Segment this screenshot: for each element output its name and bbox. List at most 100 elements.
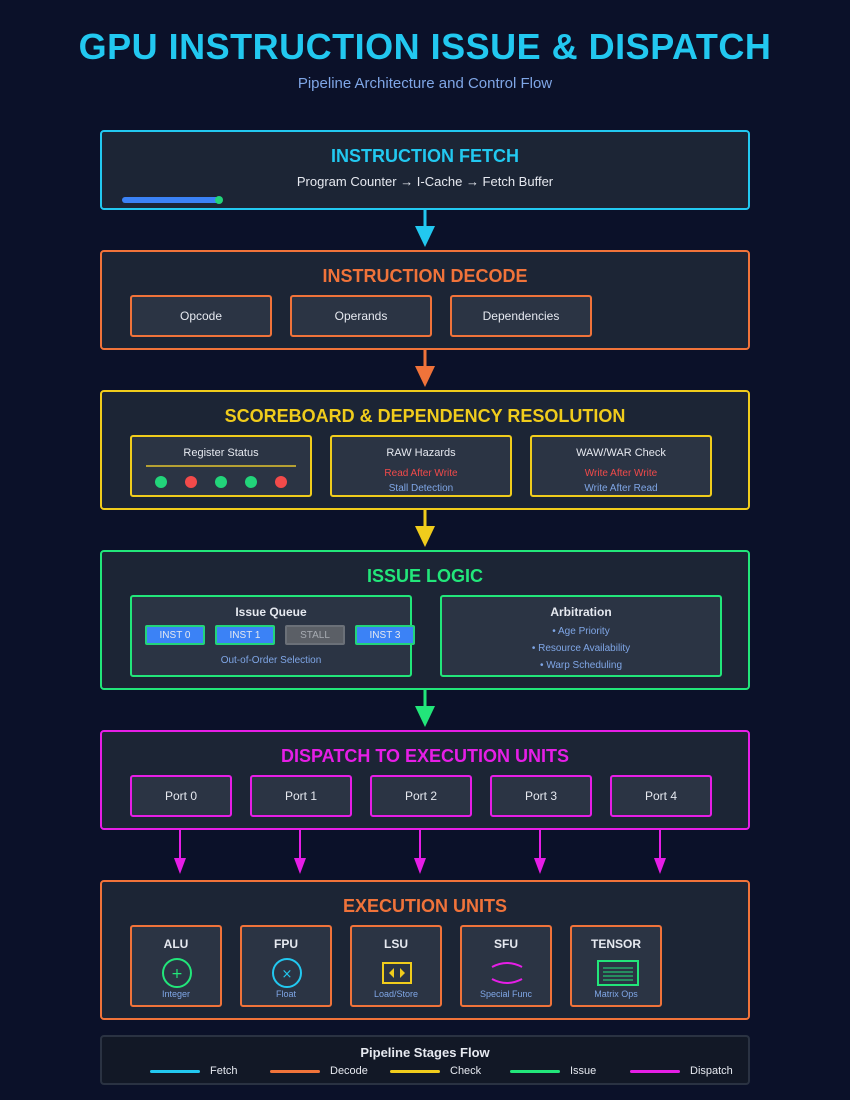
dispatch-stage: DISPATCH TO EXECUTION UNITS Port 0 Port …: [100, 730, 750, 830]
register-dot-3: [245, 476, 257, 488]
legend-swatch-decode: [270, 1069, 320, 1073]
svg-text:×: ×: [282, 967, 293, 982]
issue-queue-label: Issue Queue: [235, 605, 307, 619]
legend-label-dispatch: Dispatch: [690, 1065, 733, 1077]
issue-queue-caption: Out-of-Order Selection: [220, 655, 322, 666]
legend-swatch-issue: [510, 1069, 560, 1073]
eu-fpu-name: FPU: [274, 937, 298, 951]
arrow-port-3: [534, 830, 546, 874]
arrow-issue-dispatch: [415, 690, 435, 727]
decode-stage: INSTRUCTION DECODE Opcode Operands Depen…: [100, 250, 750, 350]
legend-item-check: Check: [390, 1065, 481, 1077]
dispatch-port-0: Port 0: [130, 775, 232, 817]
load-store-icon: [382, 962, 412, 984]
eu-lsu-name: LSU: [384, 937, 408, 951]
arrow-scoreboard-issue: [415, 510, 435, 547]
issue-chip-1: INST 1: [215, 625, 275, 645]
eu-fpu: FPU × Float: [240, 925, 332, 1007]
arrow-port-2: [414, 830, 426, 874]
raw-hazards-line1: Read After Write: [384, 468, 458, 479]
special-func-icon: [491, 962, 523, 984]
eu-lsu-label: Load/Store: [373, 989, 419, 999]
fetch-flow: Program Counter → I-Cache → Fetch Buffer: [296, 174, 554, 189]
decode-field-dependencies: Dependencies: [450, 295, 592, 337]
eu-alu-name: ALU: [163, 937, 189, 951]
legend-label-issue: Issue: [570, 1065, 597, 1077]
eu-sfu-name: SFU: [494, 937, 518, 951]
matrix-icon: [597, 960, 639, 986]
dispatch-title: DISPATCH TO EXECUTION UNITS: [280, 746, 570, 766]
arrow-port-1: [294, 830, 306, 874]
execution-title: EXECUTION UNITS: [342, 896, 507, 916]
legend-label-check: Check: [450, 1065, 482, 1077]
legend-item-fetch: Fetch: [150, 1065, 238, 1077]
eu-alu: ALU + Integer: [130, 925, 222, 1007]
register-dot-2: [215, 476, 227, 488]
page-subtitle: Pipeline Architecture and Control Flow: [297, 75, 553, 92]
register-status-box: Register Status: [130, 435, 312, 497]
svg-text:+: +: [171, 966, 183, 982]
issue-title: ISSUE LOGIC: [366, 566, 483, 586]
arrow-fetch-decode: [415, 210, 435, 247]
register-status-divider: [146, 465, 296, 467]
fetch-title: INSTRUCTION FETCH: [331, 146, 519, 166]
eu-alu-label: Integer: [161, 989, 191, 999]
issue-chip-3: INST 3: [355, 625, 415, 645]
legend-title: Pipeline Stages Flow: [360, 1045, 490, 1060]
waw-war-box: WAW/WAR Check Write After Write Write Af…: [530, 435, 712, 497]
fetch-stage: INSTRUCTION FETCH Program Counter → I-Ca…: [100, 130, 750, 210]
eu-tensor: TENSOR Matrix Ops: [570, 925, 662, 1007]
issue-chip-stall: STALL: [285, 625, 345, 645]
issue-chip-0: INST 0: [145, 625, 205, 645]
waw-war-line1: Write After Write: [584, 468, 658, 479]
fetch-progress-track: [122, 196, 730, 204]
dispatch-port-1: Port 1: [250, 775, 352, 817]
waw-war-line2: Write After Read: [584, 483, 658, 494]
fetch-progress-head: [215, 196, 223, 204]
decode-field-opcode: Opcode: [130, 295, 272, 337]
eu-sfu: SFU Special Func: [460, 925, 552, 1007]
register-dot-4: [275, 476, 287, 488]
eu-tensor-name: TENSOR: [590, 937, 641, 951]
legend-item-decode: Decode: [270, 1065, 368, 1077]
dispatch-port-3: Port 3: [490, 775, 592, 817]
arrow-decode-scoreboard: [415, 350, 435, 387]
arbitration-item-warp: • Warp Scheduling: [539, 660, 623, 671]
legend-item-dispatch: Dispatch: [630, 1065, 733, 1077]
legend-label-decode: Decode: [330, 1065, 368, 1077]
page-title: GPU INSTRUCTION ISSUE & DISPATCH: [78, 26, 772, 67]
dispatch-port-4: Port 4: [610, 775, 712, 817]
waw-war-label: WAW/WAR Check: [576, 447, 666, 459]
eu-lsu: LSU Load/Store: [350, 925, 442, 1007]
execution-stage: EXECUTION UNITS ALU + Integer FPU × Floa…: [100, 880, 750, 1020]
legend-label-fetch: Fetch: [210, 1065, 238, 1077]
register-dot-0: [155, 476, 167, 488]
arrow-port-0: [174, 830, 186, 874]
eu-sfu-label: Special Func: [479, 989, 533, 999]
register-status-label: Register Status: [183, 447, 259, 459]
raw-hazards-line2: Stall Detection: [388, 483, 454, 494]
issue-stage: ISSUE LOGIC Issue Queue INST 0 INST 1 ST…: [100, 550, 750, 690]
decode-field-operands: Operands: [290, 295, 432, 337]
legend-swatch-fetch: [150, 1069, 200, 1073]
fetch-progress-fill: [122, 197, 219, 203]
raw-hazards-label: RAW Hazards: [386, 447, 456, 459]
eu-tensor-label: Matrix Ops: [594, 989, 638, 999]
decode-title: INSTRUCTION DECODE: [322, 266, 528, 286]
arbitration-item-resource: • Resource Availability: [531, 643, 631, 654]
arbitration-label: Arbitration: [550, 605, 612, 619]
plus-circle-icon: +: [162, 958, 192, 988]
eu-fpu-label: Float: [275, 989, 296, 999]
dispatch-port-2: Port 2: [370, 775, 472, 817]
legend: Pipeline Stages Flow Fetch Decode Check …: [100, 1035, 750, 1085]
arrow-port-4: [654, 830, 666, 874]
raw-hazards-box: RAW Hazards Read After Write Stall Detec…: [330, 435, 512, 497]
times-circle-icon: ×: [272, 958, 302, 988]
legend-swatch-dispatch: [630, 1069, 680, 1073]
issue-queue-box: Issue Queue INST 0 INST 1 STALL INST 3 O…: [130, 595, 415, 677]
scoreboard-stage: SCOREBOARD & DEPENDENCY RESOLUTION Regis…: [100, 390, 750, 510]
arrows-dispatch-execution: [174, 830, 666, 874]
register-dot-1: [185, 476, 197, 488]
arbitration-box: Arbitration • Age Priority • Resource Av…: [440, 595, 722, 677]
